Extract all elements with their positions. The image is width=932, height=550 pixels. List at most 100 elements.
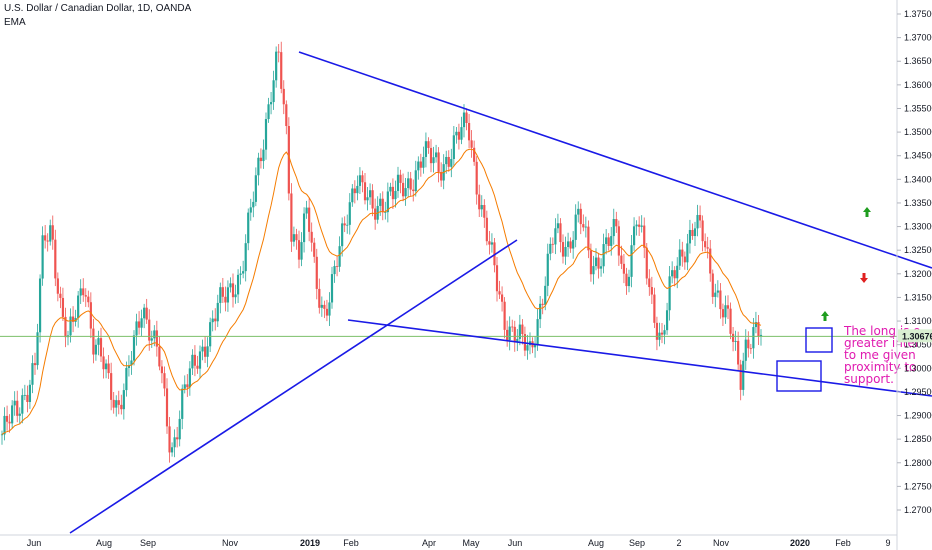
candle-body: [44, 235, 47, 241]
candle-body: [181, 388, 184, 419]
candle-body: [734, 340, 737, 342]
trendline[interactable]: [69, 239, 518, 534]
y-tick-label: 1.29500: [904, 387, 932, 397]
candle-body: [683, 256, 686, 263]
y-tick-label: 1.35000: [904, 127, 932, 137]
y-tick-label: 1.27500: [904, 481, 932, 491]
candle-body: [554, 228, 557, 245]
candle-body: [577, 208, 580, 215]
candle-body: [92, 328, 95, 355]
arrow-up-icon[interactable]: [821, 311, 829, 321]
candle-body: [688, 229, 692, 244]
candle-body: [196, 365, 199, 369]
candle-body: [84, 295, 87, 297]
candle-body: [488, 241, 491, 245]
candle-body: [594, 257, 598, 267]
arrow-down-icon[interactable]: [860, 273, 868, 283]
candle-body: [653, 294, 656, 323]
candle-body: [607, 237, 610, 246]
candle-body: [660, 332, 664, 335]
y-tick-label: 1.31500: [904, 292, 932, 302]
candle-body: [361, 175, 364, 183]
candle-body: [135, 321, 138, 336]
candle-body: [285, 104, 288, 127]
candle-body: [143, 307, 146, 319]
arrow-up-icon[interactable]: [863, 207, 871, 217]
y-tick-label: 1.35500: [904, 103, 932, 113]
candle-body: [54, 239, 57, 279]
candle-body: [277, 51, 280, 53]
candle-body: [617, 226, 620, 256]
candle-body: [206, 346, 209, 357]
candle-body: [21, 395, 24, 414]
y-tick-label: 1.37000: [904, 33, 932, 43]
candle-body: [117, 400, 120, 405]
candle-body: [214, 318, 217, 322]
candle-body: [729, 308, 732, 334]
candle-body: [110, 373, 113, 400]
y-tick-label: 1.34000: [904, 174, 932, 184]
candle-body: [165, 388, 169, 427]
candle-body: [112, 399, 115, 408]
candle-body: [706, 247, 709, 249]
highlight-box[interactable]: [805, 327, 833, 353]
candle-body: [46, 240, 49, 242]
candle-body: [348, 202, 351, 225]
candle-body: [150, 338, 153, 341]
candle-body: [404, 188, 407, 197]
chart-title: U.S. Dollar / Canadian Dollar, 1D, OANDA: [4, 3, 192, 14]
candle-body: [478, 194, 481, 210]
candle-body: [691, 229, 694, 237]
svg-text:1.30676: 1.30676: [902, 331, 932, 341]
candle-body: [412, 189, 415, 192]
candle-body: [297, 240, 301, 260]
candle-body: [38, 278, 42, 333]
candle-body: [521, 324, 524, 335]
candle-body: [627, 276, 631, 287]
candle-body: [440, 171, 443, 181]
candle-body: [160, 366, 164, 374]
indicator-label[interactable]: EMA: [4, 17, 26, 28]
candle-body: [318, 288, 321, 308]
candle-body: [401, 182, 405, 197]
candle-body: [643, 225, 646, 248]
y-tick-label: 1.29000: [904, 411, 932, 421]
highlight-box[interactable]: [776, 360, 822, 392]
price-scale[interactable]: 1.27000 1.27500 1.28000 1.28500 1.29000 1.295…: [897, 9, 932, 515]
candle-body: [252, 201, 255, 208]
candle-body: [493, 242, 496, 266]
candle-body: [414, 170, 417, 192]
candle-body: [94, 344, 98, 355]
candle-body: [569, 241, 572, 249]
candle-body: [338, 246, 341, 267]
candle-body: [386, 191, 389, 213]
trendline[interactable]: [347, 319, 932, 397]
candle-body: [566, 241, 570, 247]
candle-body: [671, 270, 674, 277]
arrows-layer: [821, 207, 871, 321]
trendline[interactable]: [298, 51, 932, 269]
candle-body: [302, 213, 306, 243]
candle-body: [518, 324, 521, 339]
candle-body: [122, 390, 125, 410]
candle-body: [665, 310, 669, 331]
candle-body: [201, 346, 204, 352]
candle-body: [254, 175, 257, 202]
y-tick-label: 1.32500: [904, 245, 932, 255]
candle-body: [168, 426, 171, 453]
time-scale[interactable]: Jun Aug Sep Nov 2019 Feb Apr May Jun Aug Sep 2 Nov 20…: [27, 538, 891, 548]
candle-body: [267, 104, 270, 120]
candle-body: [203, 346, 207, 357]
candle-body: [198, 351, 202, 369]
candle-body: [275, 51, 278, 81]
candle-body: [399, 174, 402, 183]
candle-body: [333, 266, 336, 275]
candle-body: [287, 126, 290, 194]
y-tick-label: 1.34500: [904, 151, 932, 161]
candle-body: [216, 302, 219, 322]
candle-body: [572, 239, 575, 249]
candle-body: [153, 330, 156, 339]
candle-body: [176, 437, 179, 440]
candle-body: [500, 294, 504, 302]
